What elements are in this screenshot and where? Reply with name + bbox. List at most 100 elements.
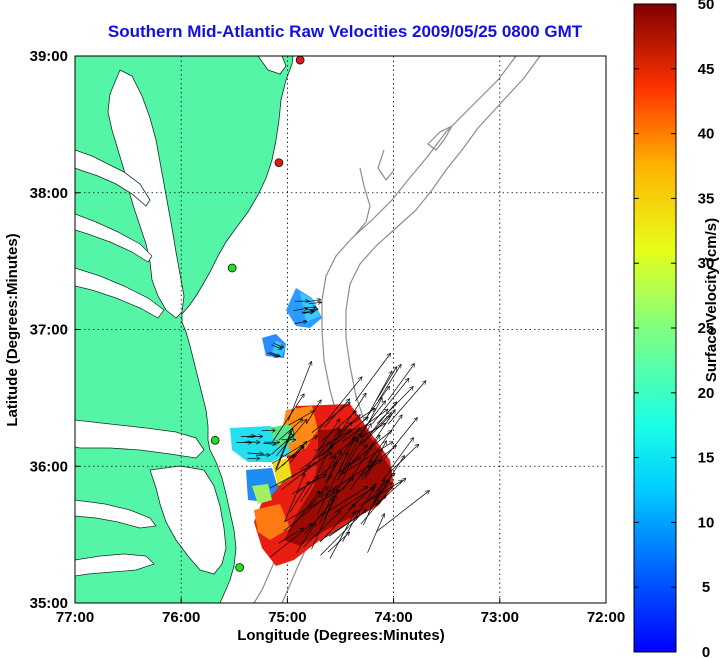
velocity-vector bbox=[358, 460, 381, 478]
velocity-vector bbox=[387, 381, 426, 425]
x-tick-label: 73:00 bbox=[481, 609, 519, 626]
velocity-vector bbox=[327, 532, 349, 553]
velocity-vector bbox=[387, 364, 414, 401]
velocity-vector bbox=[359, 398, 382, 439]
y-axis-label: Latitude (Degrees:Minutes) bbox=[4, 233, 21, 426]
velocity-vector bbox=[364, 387, 389, 421]
velocity-vector bbox=[369, 415, 402, 461]
colorbar-tick-label: 35 bbox=[698, 190, 715, 207]
velocity-vector bbox=[278, 528, 303, 544]
y-tick-label: 39:00 bbox=[30, 48, 68, 65]
velocity-vector bbox=[349, 445, 367, 466]
y-tick-label: 38:00 bbox=[30, 185, 68, 202]
velocity-vector bbox=[339, 442, 393, 476]
velocity-patch-lightgreen bbox=[252, 484, 272, 504]
velocity-vector bbox=[275, 429, 293, 472]
velocity-vector bbox=[272, 394, 304, 442]
velocity-vector bbox=[281, 463, 317, 490]
velocity-vector bbox=[288, 362, 311, 421]
velocity-vector bbox=[306, 400, 321, 425]
velocity-vector bbox=[278, 419, 303, 441]
velocity-vector bbox=[289, 482, 309, 513]
colorbar-label: Surface Velocity (cm/s) bbox=[703, 218, 720, 382]
x-tick-label: 77:00 bbox=[56, 609, 94, 626]
colorbar-tick-label: 0 bbox=[702, 644, 710, 659]
velocity-vector bbox=[365, 441, 386, 479]
velocity-vector bbox=[360, 487, 392, 525]
velocity-vector bbox=[367, 479, 390, 515]
velocity-vector bbox=[382, 445, 418, 480]
velocity-vector bbox=[317, 453, 348, 515]
station-marker bbox=[235, 563, 244, 572]
x-axis-label: Longitude (Degrees:Minutes) bbox=[237, 627, 445, 644]
velocity-vector bbox=[320, 417, 368, 456]
velocity-vector bbox=[247, 453, 263, 454]
velocity-vector bbox=[283, 491, 339, 523]
velocity-vector bbox=[270, 524, 311, 558]
velocity-vector bbox=[368, 402, 397, 436]
colorbar-tick-label: 10 bbox=[698, 514, 715, 531]
velocity-vector bbox=[350, 401, 385, 446]
x-tick-label: 75:00 bbox=[268, 609, 306, 626]
velocity-vector bbox=[275, 420, 306, 457]
velocity-vector bbox=[361, 449, 382, 481]
velocity-vector bbox=[271, 434, 294, 455]
velocity-vector bbox=[247, 436, 262, 437]
velocity-vector bbox=[383, 418, 417, 460]
velocity-vector bbox=[319, 487, 336, 524]
velocity-vector bbox=[319, 504, 355, 543]
colorbar-tick-label: 5 bbox=[702, 579, 710, 596]
velocity-vector bbox=[375, 367, 396, 401]
velocity-vector bbox=[341, 424, 371, 475]
velocity-vector bbox=[342, 409, 387, 442]
y-tick-label: 36:00 bbox=[30, 458, 68, 475]
velocity-vector bbox=[293, 308, 307, 312]
velocity-vector bbox=[320, 411, 356, 443]
velocity-vector bbox=[308, 300, 320, 302]
velocity-vector bbox=[336, 457, 361, 475]
colorbar-tick-label: 20 bbox=[698, 385, 715, 402]
velocity-vector bbox=[296, 462, 337, 494]
velocity-vector bbox=[296, 523, 315, 554]
velocity-vector bbox=[337, 440, 358, 481]
colorbar-tick-label: 45 bbox=[698, 61, 715, 78]
velocity-vector bbox=[307, 487, 328, 509]
colorbar-tick-label: 15 bbox=[698, 450, 715, 467]
velocity-vector bbox=[351, 431, 392, 464]
velocity-vector bbox=[318, 475, 332, 498]
velocity-vector bbox=[288, 491, 320, 532]
velocity-vector bbox=[363, 479, 384, 526]
velocity-vector bbox=[300, 476, 317, 503]
velocity-vector bbox=[281, 453, 331, 484]
y-tick-label: 35:00 bbox=[30, 595, 68, 612]
station-marker bbox=[227, 263, 237, 273]
velocity-vector bbox=[282, 445, 303, 467]
chart-title: Southern Mid-Atlantic Raw Velocities 200… bbox=[107, 22, 583, 41]
velocity-vector bbox=[263, 443, 275, 444]
velocity-vector bbox=[311, 403, 350, 433]
velocity-vector bbox=[329, 511, 355, 559]
station-marker bbox=[295, 56, 305, 65]
colorbar bbox=[633, 3, 677, 653]
velocity-vector bbox=[339, 437, 354, 473]
delaware-bay bbox=[257, 56, 287, 75]
velocity-vector bbox=[372, 379, 408, 424]
velocity-vector bbox=[308, 302, 321, 304]
colorbar-tick-label: 30 bbox=[698, 255, 715, 272]
york-james-rivers bbox=[75, 267, 165, 319]
y-tick-labels: 39:00 38:00 37:00 36:00 35:00 bbox=[30, 48, 80, 612]
velocity-vector bbox=[342, 435, 380, 491]
velocity-vector bbox=[350, 460, 372, 490]
velocity-vector bbox=[301, 311, 315, 313]
velocity-vectors bbox=[236, 300, 429, 559]
station-marker bbox=[210, 435, 220, 445]
colorbar-tick-label: 40 bbox=[698, 126, 715, 143]
x-tick-label: 72:00 bbox=[587, 609, 625, 626]
velocity-patch-north-light bbox=[300, 292, 320, 322]
x-tick-label: 74:00 bbox=[374, 609, 412, 626]
velocity-vector bbox=[302, 419, 339, 475]
rappahannock-river bbox=[75, 213, 153, 263]
velocity-vector bbox=[388, 438, 414, 472]
velocity-vector bbox=[335, 393, 366, 441]
